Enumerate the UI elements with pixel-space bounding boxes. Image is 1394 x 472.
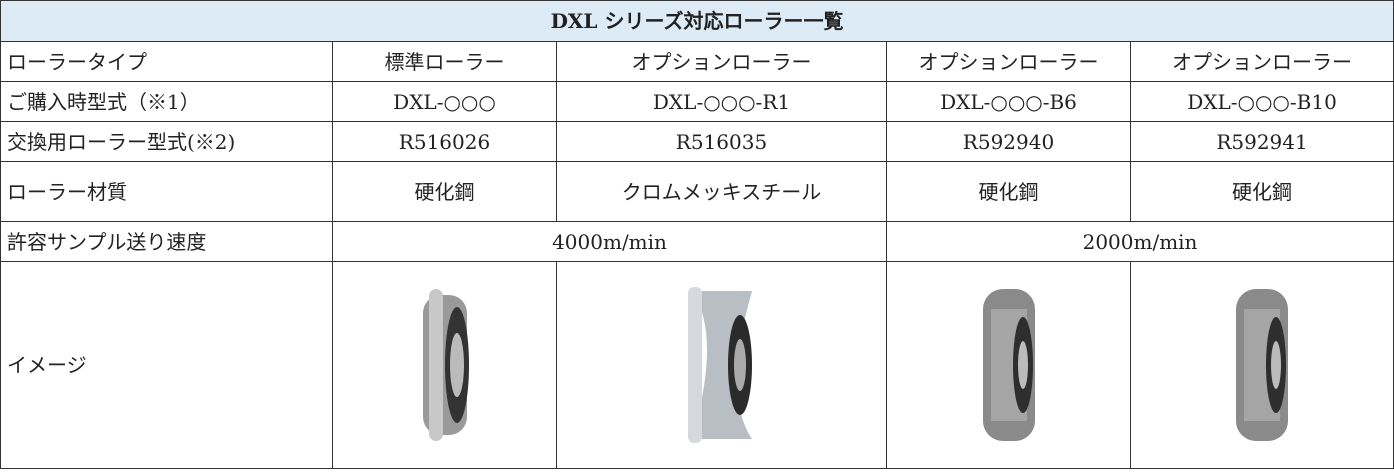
row: ローラータイプ 標準ローラー オプションローラー オプションローラー オプション… — [0, 41, 1394, 82]
image-cell — [556, 261, 887, 469]
image-cell — [332, 261, 557, 469]
cell: R592940 — [886, 121, 1131, 162]
cell: DXL-○○○ — [332, 81, 557, 122]
roller-image — [982, 289, 1035, 441]
row-label: ご購入時型式（※1） — [0, 81, 333, 122]
cell: 2000m/min — [885, 221, 1394, 262]
row-label: ローラータイプ — [0, 41, 333, 82]
cell: R516026 — [332, 121, 557, 162]
cell: オプションローラー — [556, 41, 887, 82]
row-label: ローラー材質 — [0, 161, 333, 222]
roller-image — [1236, 289, 1289, 441]
cell: DXL-○○○-R1 — [556, 81, 887, 122]
cell: 硬化鋼 — [332, 161, 557, 222]
cell: 4000m/min — [332, 221, 887, 262]
cell: 標準ローラー — [332, 41, 557, 82]
row-label: 許容サンプル送り速度 — [0, 221, 333, 262]
row: 許容サンプル送り速度 4000m/min 2000m/min — [0, 221, 1394, 262]
cell: 硬化鋼 — [1129, 161, 1394, 222]
cell: クロムメッキスチール — [556, 161, 887, 222]
table-title: DXL シリーズ対応ローラー一覧 — [0, 0, 1394, 42]
cell: R592941 — [1129, 121, 1394, 162]
row-label: 交換用ローラー型式(※2) — [0, 121, 333, 162]
roller-image — [687, 287, 752, 443]
cell: DXL-○○○-B10 — [1129, 81, 1394, 122]
row-label: イメージ — [0, 261, 333, 469]
roller-image — [422, 289, 469, 441]
image-cell — [886, 261, 1131, 469]
row: ローラー材質 硬化鋼 クロムメッキスチール 硬化鋼 硬化鋼 — [0, 161, 1394, 222]
cell: 硬化鋼 — [886, 161, 1131, 222]
row: 交換用ローラー型式(※2) R516026 R516035 R592940 R5… — [0, 121, 1394, 162]
row: ご購入時型式（※1） DXL-○○○ DXL-○○○-R1 DXL-○○○-B6… — [0, 81, 1394, 122]
row: イメージ — [0, 261, 1394, 469]
image-cell — [1129, 261, 1394, 469]
cell: オプションローラー — [886, 41, 1131, 82]
cell: DXL-○○○-B6 — [886, 81, 1131, 122]
cell: オプションローラー — [1129, 41, 1394, 82]
title-row: DXL シリーズ対応ローラー一覧 — [0, 0, 1394, 42]
cell: R516035 — [556, 121, 887, 162]
